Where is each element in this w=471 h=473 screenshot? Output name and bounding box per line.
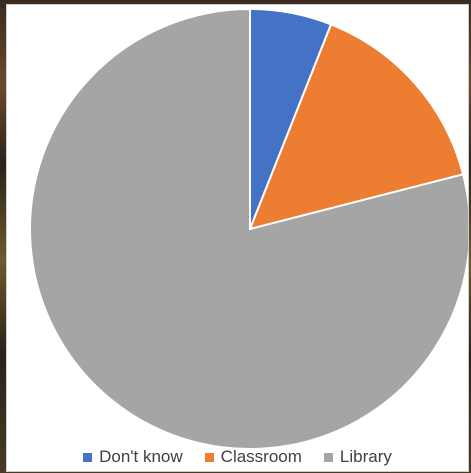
legend-label: Library bbox=[339, 447, 392, 466]
pie-slice-library bbox=[29, 7, 468, 450]
legend-item-classroom: Classroom bbox=[204, 447, 302, 467]
legend-item-don-t-know: Don't know bbox=[83, 447, 183, 467]
legend-label: Classroom bbox=[220, 447, 302, 466]
pie-slice-classroom bbox=[248, 23, 465, 231]
legend-swatch bbox=[204, 452, 214, 462]
pie-chart bbox=[29, 7, 468, 450]
chart-area: Don't know Classroom Library bbox=[6, 4, 469, 472]
legend-item-library: Library bbox=[323, 447, 392, 467]
chart-legend: Don't know Classroom Library bbox=[7, 447, 468, 467]
legend-label: Don't know bbox=[99, 447, 183, 466]
legend-swatch bbox=[323, 452, 333, 462]
legend-swatch bbox=[83, 452, 93, 462]
